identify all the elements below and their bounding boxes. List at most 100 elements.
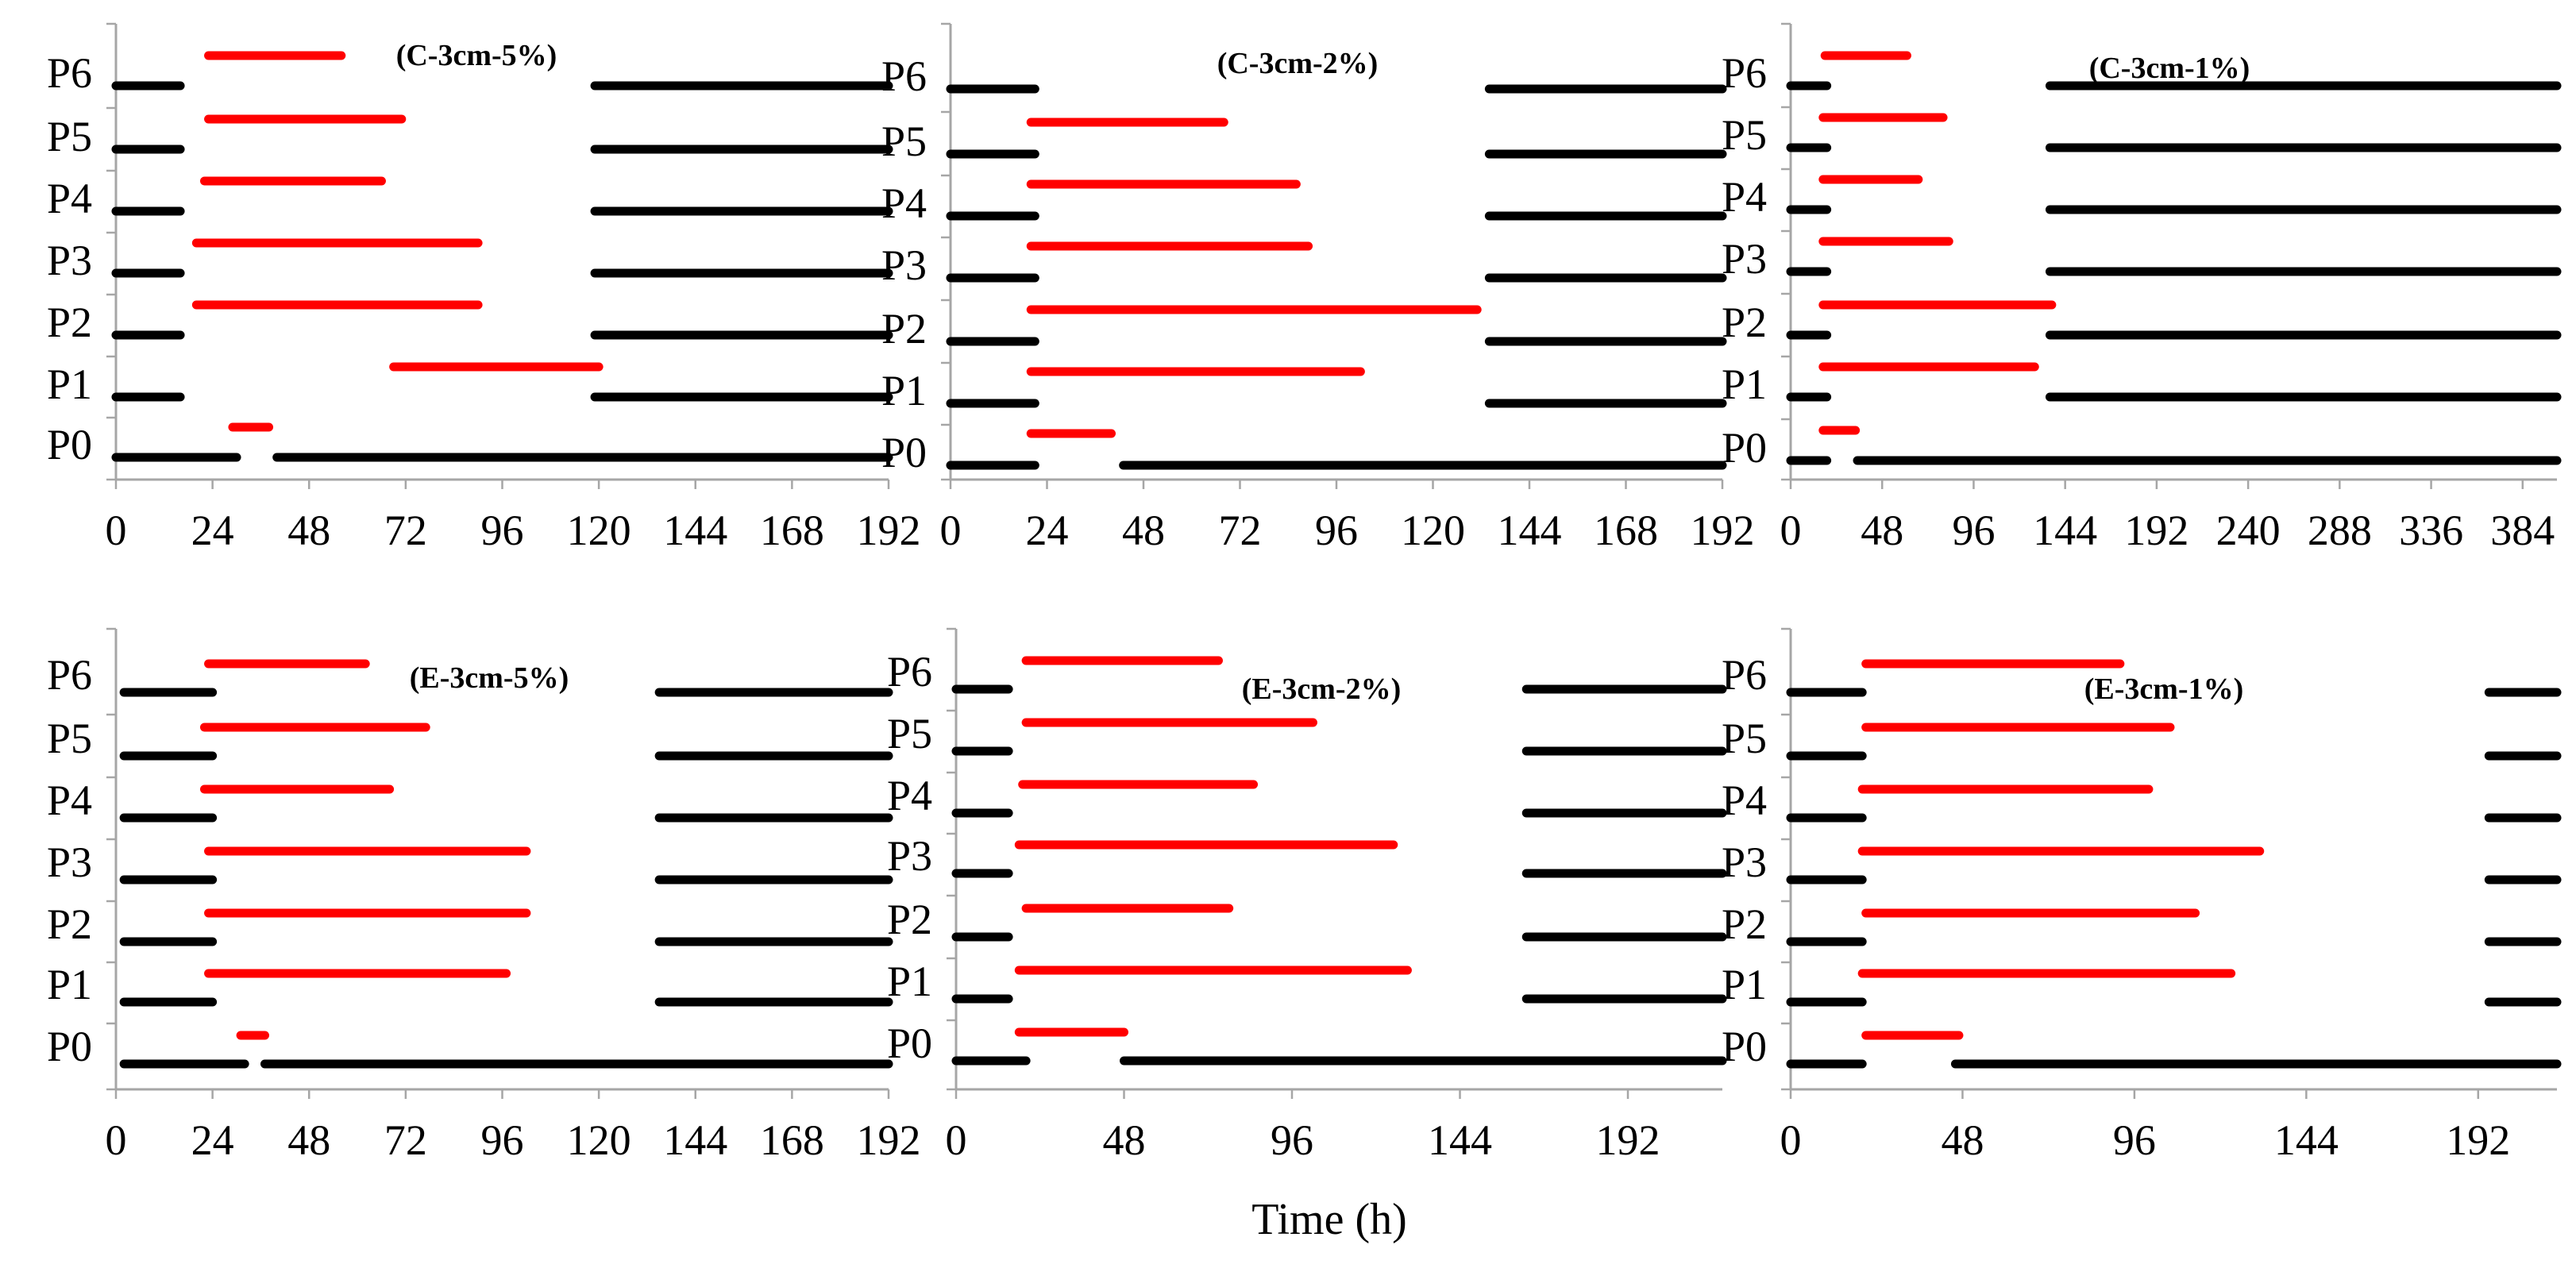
row-label: P3 (887, 832, 932, 880)
row-label: P5 (887, 710, 932, 757)
row-label: P1 (47, 360, 92, 408)
x-tick-label: 120 (567, 1116, 631, 1164)
x-tick-label: 192 (857, 1116, 921, 1164)
x-tick-label: 192 (2124, 507, 2188, 554)
x-tick-label: 24 (1026, 507, 1069, 554)
row-label: P6 (1722, 651, 1767, 699)
row-label: P6 (47, 49, 92, 97)
x-tick-label: 0 (1780, 507, 1802, 554)
row-label: P4 (47, 175, 92, 222)
x-tick-label: 384 (2490, 507, 2555, 554)
x-tick-label: 168 (760, 507, 824, 554)
x-tick-label: 168 (1594, 507, 1658, 554)
row-label: P1 (887, 958, 932, 1005)
row-label: P3 (881, 241, 927, 289)
x-tick-label: 336 (2399, 507, 2463, 554)
row-label: P1 (1722, 360, 1767, 408)
x-tick-label: 0 (106, 507, 127, 554)
x-axis-title: Time (h) (1251, 1195, 1407, 1244)
x-tick-label: 24 (191, 1116, 234, 1164)
x-tick-label: 48 (287, 507, 330, 554)
panel: 0 48 96 144 192 P0 P1 P2 P3 P4 P5 P6 (E-3cm-2%) (887, 627, 1727, 1164)
row-label: P2 (887, 896, 932, 943)
row-label: P0 (1722, 424, 1767, 472)
row-label: P4 (1722, 777, 1767, 824)
x-tick-label: 0 (1780, 1116, 1802, 1164)
row-label: P4 (47, 777, 92, 824)
x-tick-label: 48 (1861, 507, 1903, 554)
x-tick-label: 144 (663, 507, 727, 554)
panel-title: (E-3cm-1%) (2084, 673, 2243, 706)
row-label: P4 (1722, 173, 1767, 221)
x-tick-label: 0 (940, 507, 962, 554)
x-tick-label: 96 (1315, 507, 1358, 554)
x-tick-label: 144 (663, 1116, 727, 1164)
row-label: P6 (47, 651, 92, 699)
row-label: P6 (887, 648, 932, 696)
row-label: P1 (881, 367, 927, 414)
x-tick-label: 144 (1428, 1116, 1492, 1164)
row-label: P3 (47, 838, 92, 886)
panel-title: (C-3cm-5%) (396, 39, 557, 72)
x-tick-label: 0 (946, 1116, 967, 1164)
x-tick-label: 72 (384, 507, 427, 554)
x-tick-label: 96 (1952, 507, 1995, 554)
row-label: P4 (887, 772, 932, 819)
row-label: P0 (887, 1019, 932, 1067)
row-label: P3 (1722, 838, 1767, 886)
x-tick-label: 96 (1271, 1116, 1313, 1164)
row-label: P2 (1722, 299, 1767, 346)
x-tick-label: 48 (1122, 507, 1165, 554)
row-label: P2 (47, 900, 92, 948)
x-tick-label: 144 (1498, 507, 1562, 554)
x-tick-label: 288 (2308, 507, 2372, 554)
x-tick-label: 72 (384, 1116, 427, 1164)
row-label: P0 (881, 429, 927, 476)
x-tick-label: 24 (191, 507, 234, 554)
x-tick-label: 96 (481, 1116, 524, 1164)
row-label: P6 (881, 52, 927, 100)
x-tick-label: 192 (857, 507, 921, 554)
row-label: P5 (47, 715, 92, 762)
row-label: P5 (881, 118, 927, 165)
panel: 0 48 96 144 192 P0 P1 P2 P3 P4 P5 P6 (E-3cm-1%) (1722, 627, 2562, 1164)
row-label: P5 (1722, 715, 1767, 762)
row-label: P4 (881, 179, 927, 227)
x-tick-label: 48 (1941, 1116, 1984, 1164)
x-tick-label: 192 (2446, 1116, 2510, 1164)
x-tick-label: 48 (1103, 1116, 1146, 1164)
row-label: P5 (47, 113, 92, 160)
x-tick-label: 0 (106, 1116, 127, 1164)
panel: 0 24 48 72 96 120 144 168 192 P0 P1 P2 P3 P4 P5 P6 (C-3c… (881, 22, 1755, 554)
x-tick-label: 72 (1219, 507, 1262, 554)
row-label: P5 (1722, 111, 1767, 159)
panel: 0 24 48 72 96 120 144 168 192 P0 P1 P2 P3 P4 P5 P6 (C-3c… (47, 22, 921, 554)
row-label: P0 (1722, 1023, 1767, 1070)
panel-title: (E-3cm-2%) (1242, 673, 1401, 706)
x-tick-label: 120 (567, 507, 631, 554)
x-tick-label: 48 (287, 1116, 330, 1164)
row-label: P1 (47, 961, 92, 1008)
row-label: P0 (47, 1023, 92, 1070)
row-label: P3 (1722, 235, 1767, 283)
x-tick-label: 192 (1691, 507, 1755, 554)
row-label: P0 (47, 421, 92, 468)
x-tick-label: 144 (2033, 507, 2097, 554)
x-tick-label: 144 (2274, 1116, 2339, 1164)
row-label: P2 (47, 299, 92, 346)
x-tick-label: 120 (1401, 507, 1465, 554)
row-label: P2 (881, 305, 927, 353)
panel-title: (C-3cm-1%) (2089, 52, 2250, 85)
x-tick-label: 192 (1596, 1116, 1660, 1164)
row-label: P2 (1722, 900, 1767, 948)
x-tick-label: 168 (760, 1116, 824, 1164)
x-tick-label: 96 (481, 507, 524, 554)
x-tick-label: 240 (2216, 507, 2281, 554)
panel: 0 48 96 144 192 240 288 336 384 P0 P1 P2 P3 P4 P5 P6 (C-… (1722, 22, 2562, 554)
row-label: P6 (1722, 49, 1767, 97)
panel-title: (E-3cm-5%) (410, 661, 569, 695)
row-label: P1 (1722, 961, 1767, 1008)
x-tick-label: 96 (2113, 1116, 2156, 1164)
row-label: P3 (47, 237, 92, 284)
